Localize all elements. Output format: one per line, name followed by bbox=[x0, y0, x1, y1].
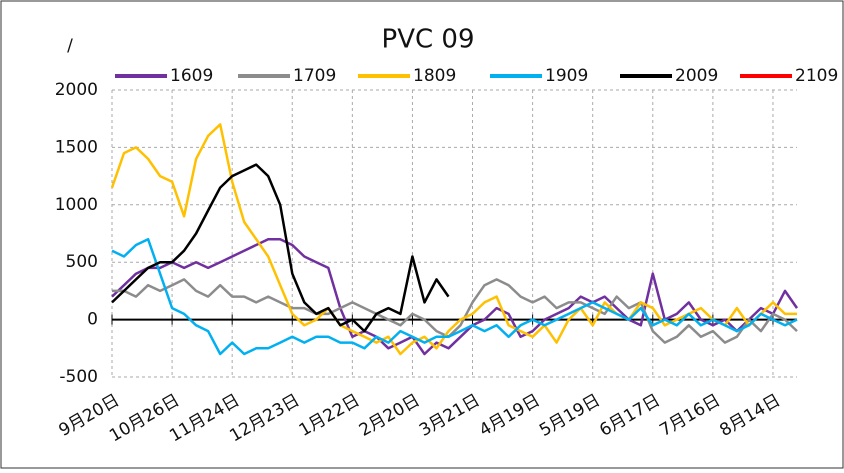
y-tick-label: 0 bbox=[87, 310, 98, 330]
legend-label: 2109 bbox=[795, 66, 838, 86]
y-tick-label: 500 bbox=[66, 252, 98, 272]
series-line bbox=[110, 123, 797, 356]
y-axis-label: / bbox=[67, 36, 73, 56]
y-tick-label: -500 bbox=[59, 367, 98, 387]
legend-label: 2009 bbox=[675, 66, 718, 86]
series-line bbox=[112, 278, 798, 344]
legend-label: 1709 bbox=[293, 66, 336, 86]
y-tick-label: 2000 bbox=[55, 80, 98, 100]
chart-title: PVC 09 bbox=[382, 25, 475, 55]
y-tick-label: 1000 bbox=[55, 195, 98, 215]
legend-label: 1809 bbox=[413, 66, 456, 86]
series-line bbox=[111, 237, 799, 356]
legend-label: 1909 bbox=[545, 66, 588, 86]
y-tick-label: 1500 bbox=[55, 137, 98, 157]
legend-label: 1609 bbox=[170, 66, 213, 86]
series-line bbox=[111, 163, 450, 333]
series-line bbox=[111, 237, 798, 356]
